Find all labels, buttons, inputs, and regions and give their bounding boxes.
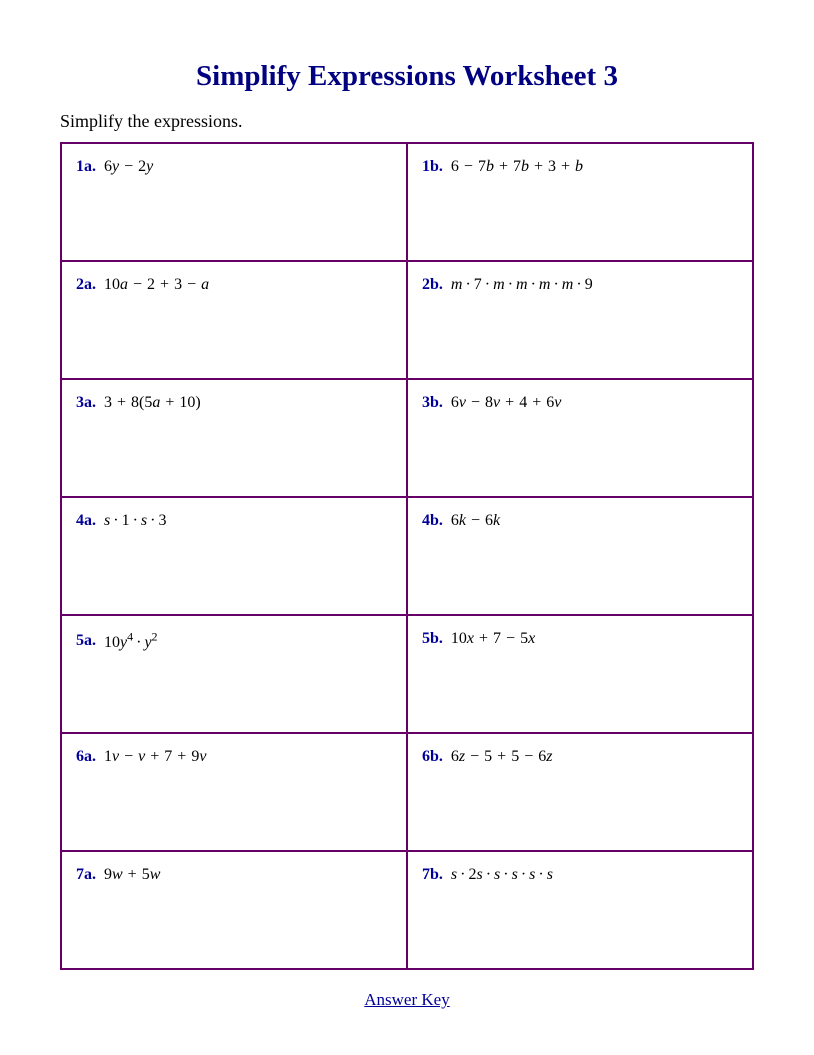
problem-label: 5b. bbox=[422, 630, 443, 648]
problem-expression: s·1·s·3 bbox=[104, 512, 166, 529]
problem-label: 6b. bbox=[422, 748, 443, 766]
problem-expression: 10y4·y2 bbox=[104, 634, 158, 651]
problem-label: 1b. bbox=[422, 158, 443, 176]
problem-expression: 10x+7−5x bbox=[451, 630, 535, 647]
problem-label: 3a. bbox=[76, 394, 96, 412]
problem-cell: 3a. 3+8(5a+10) bbox=[61, 379, 407, 497]
problem-expression: 10a−2+3−a bbox=[104, 276, 209, 293]
problem-expression: 6v−8v+4+6v bbox=[451, 394, 561, 411]
problem-label: 2a. bbox=[76, 276, 96, 294]
problem-expression: 6k−6k bbox=[451, 512, 500, 529]
problem-label: 4a. bbox=[76, 512, 96, 530]
problem-label: 7b. bbox=[422, 866, 443, 884]
problems-grid: 1a. 6y−2y 1b. 6−7b+7b+3+b 2a. 10a−2+3−a 2b. m·7… bbox=[60, 142, 754, 970]
problem-cell: 7a. 9w+5w bbox=[61, 851, 407, 969]
problem-expression: m·7·m·m·m·m·9 bbox=[451, 276, 593, 293]
problem-label: 4b. bbox=[422, 512, 443, 530]
problem-cell: 5b. 10x+7−5x bbox=[407, 615, 753, 733]
problem-cell: 4b. 6k−6k bbox=[407, 497, 753, 615]
problem-expression: 3+8(5a+10) bbox=[104, 394, 201, 411]
problem-label: 1a. bbox=[76, 158, 96, 176]
problem-label: 5a. bbox=[76, 632, 96, 650]
problem-cell: 6b. 6z−5+5−6z bbox=[407, 733, 753, 851]
problem-expression: 6−7b+7b+3+b bbox=[451, 158, 583, 175]
problem-expression: s·2s·s·s·s·s bbox=[451, 866, 553, 883]
instructions-text: Simplify the expressions. bbox=[60, 111, 754, 132]
answer-key-container: Answer Key bbox=[60, 990, 754, 1010]
problem-cell: 3b. 6v−8v+4+6v bbox=[407, 379, 753, 497]
problem-label: 2b. bbox=[422, 276, 443, 294]
problem-cell: 1a. 6y−2y bbox=[61, 143, 407, 261]
answer-key-link[interactable]: Answer Key bbox=[364, 990, 449, 1009]
problem-cell: 2b. m·7·m·m·m·m·9 bbox=[407, 261, 753, 379]
problem-cell: 2a. 10a−2+3−a bbox=[61, 261, 407, 379]
problem-cell: 6a. 1v−v+7+9v bbox=[61, 733, 407, 851]
problem-label: 6a. bbox=[76, 748, 96, 766]
problem-label: 3b. bbox=[422, 394, 443, 412]
problem-expression: 6z−5+5−6z bbox=[451, 748, 553, 765]
problem-expression: 9w+5w bbox=[104, 866, 160, 883]
problem-expression: 1v−v+7+9v bbox=[104, 748, 206, 765]
worksheet-title: Simplify Expressions Worksheet 3 bbox=[60, 60, 754, 93]
problem-cell: 7b. s·2s·s·s·s·s bbox=[407, 851, 753, 969]
problem-label: 7a. bbox=[76, 866, 96, 884]
problem-cell: 4a. s·1·s·3 bbox=[61, 497, 407, 615]
problem-expression: 6y−2y bbox=[104, 158, 153, 175]
problem-cell: 1b. 6−7b+7b+3+b bbox=[407, 143, 753, 261]
problem-cell: 5a. 10y4·y2 bbox=[61, 615, 407, 733]
